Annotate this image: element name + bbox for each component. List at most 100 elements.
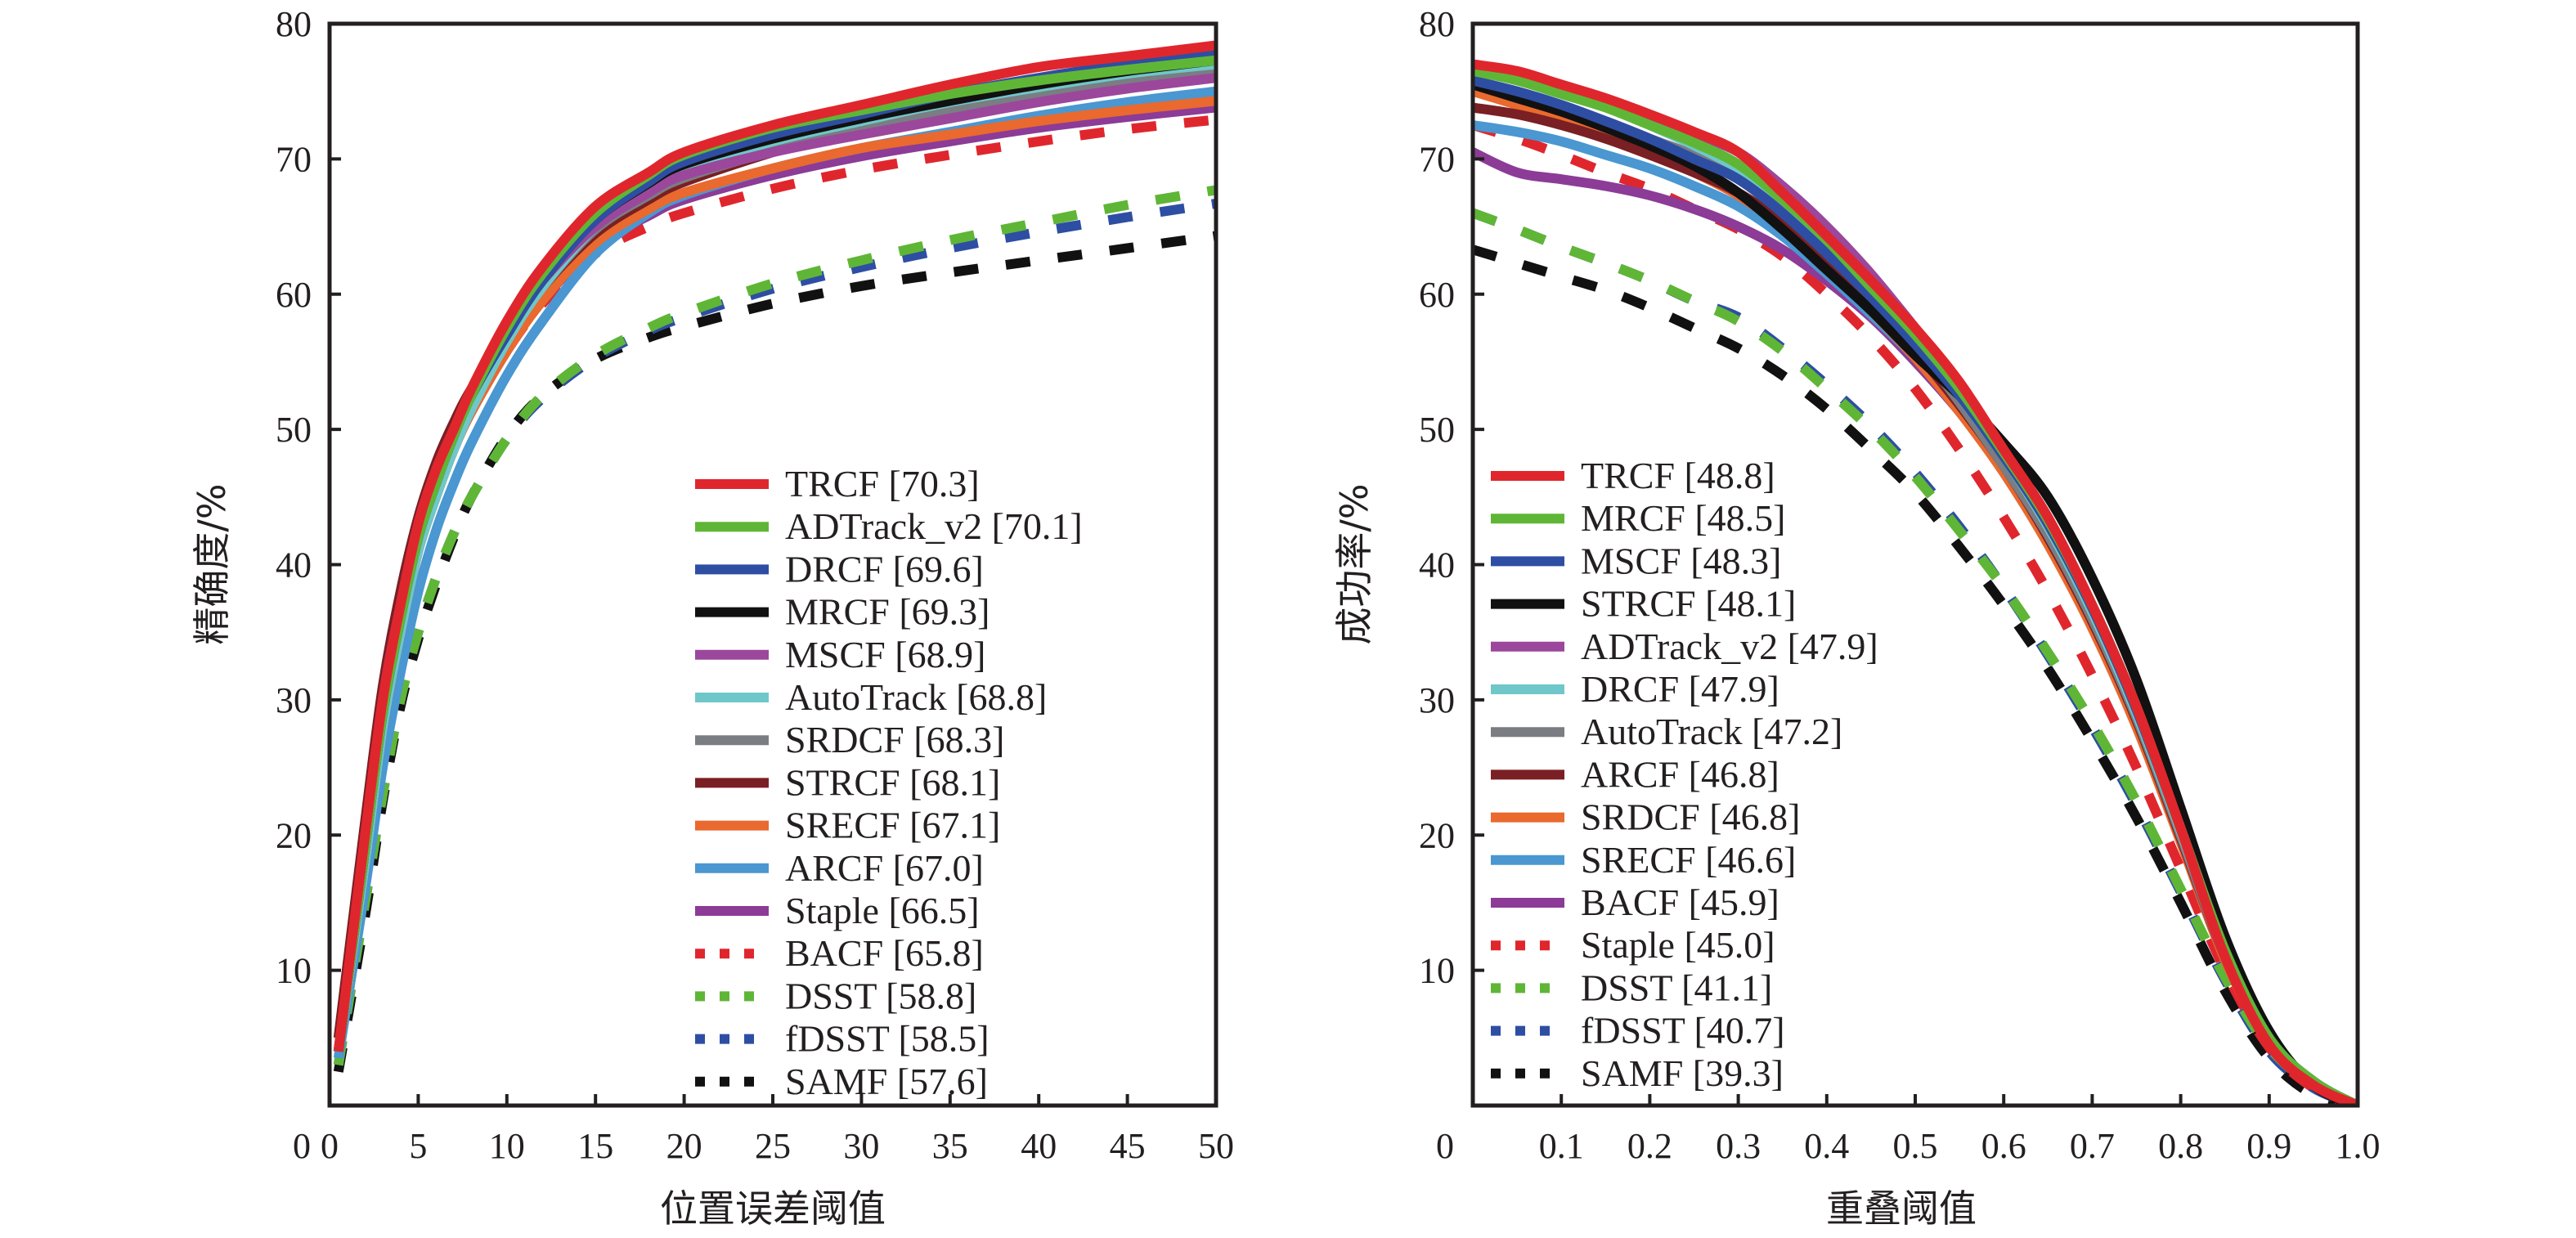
legend-item: TRCF [70.3]	[695, 463, 980, 505]
legend-label: TRCF [70.3]	[785, 463, 980, 505]
legend-item: fDSST [58.5]	[695, 1018, 990, 1060]
legend-label: MSCF [48.3]	[1581, 540, 1781, 581]
legend-item: fDSST [40.7]	[1491, 1010, 1785, 1052]
legend-item: SAMF [57.6]	[695, 1061, 988, 1102]
legend-label: STRCF [68.1]	[785, 761, 1000, 803]
legend-label: MRCF [69.3]	[785, 591, 990, 633]
legend-item: SRECF [67.1]	[695, 805, 1000, 846]
precision-legend: TRCF [70.3]ADTrack_v2 [70.1]DRCF [69.6]M…	[695, 463, 1083, 1102]
precision-x-tick-label: 15	[577, 1126, 613, 1166]
precision-curve-mrcf	[333, 55, 1216, 1052]
legend-label: fDSST [40.7]	[1581, 1010, 1785, 1052]
legend-label: STRCF [48.1]	[1581, 583, 1796, 625]
precision-y-tick-label: 40	[276, 545, 312, 585]
precision-curve-autotrack	[333, 59, 1216, 1052]
legend-item: STRCF [48.1]	[1491, 583, 1796, 625]
success-curve-dsst	[1473, 208, 2358, 1106]
precision-curve-bacf	[333, 114, 1216, 1052]
success-ticks: 0.1 0.2 0.3 0.4 0.5 0.6 0.7 0.8 0.9 1.0 0 10 20 30 40 5…	[1419, 4, 2381, 1166]
legend-item: SAMF [39.3]	[1491, 1052, 1784, 1094]
legend-item: ADTrack_v2 [70.1]	[695, 505, 1083, 547]
legend-label: SRDCF [46.8]	[1581, 796, 1800, 838]
precision-y-tick-label: 80	[276, 4, 312, 44]
success-chart: 0.1 0.2 0.3 0.4 0.5 0.6 0.7 0.8 0.9 1.0 0 10 20 30 40 5…	[1332, 4, 2381, 1231]
legend-item: MRCF [69.3]	[695, 591, 990, 633]
legend-label: SRECF [46.6]	[1581, 839, 1796, 881]
legend-item: MRCF [48.5]	[1491, 497, 1785, 539]
precision-x-tick-label: 10	[489, 1126, 525, 1166]
success-curve-trcf	[1473, 59, 2358, 1106]
success-curves	[1473, 59, 2358, 1106]
legend-label: AutoTrack [47.2]	[1581, 711, 1842, 752]
success-y-tick-label: 20	[1419, 815, 1455, 855]
precision-y-tick-label: 10	[276, 951, 312, 991]
success-x-tick-label: 0.2	[1627, 1126, 1672, 1166]
success-y-tick-label: 80	[1419, 4, 1455, 44]
success-curve-staple	[1473, 120, 2358, 1106]
legend-label: ARCF [46.8]	[1581, 753, 1779, 795]
precision-x-tick-label: 20	[666, 1126, 702, 1166]
legend-label: SRDCF [68.3]	[785, 719, 1004, 760]
precision-ticks: 0 5 10 15 20 25 30 35 40 45 50 0 10 20 30 40 50 60 70 80	[276, 4, 1234, 1166]
legend-item: DSST [58.8]	[695, 975, 976, 1016]
precision-x-tick-label: 45	[1110, 1126, 1146, 1166]
legend-item: SRDCF [68.3]	[695, 719, 1004, 760]
legend-label: DSST [41.1]	[1581, 967, 1772, 1008]
legend-item: AutoTrack [68.8]	[695, 676, 1047, 718]
legend-item: Staple [66.5]	[695, 890, 980, 931]
legend-label: AutoTrack [68.8]	[785, 676, 1047, 718]
success-x-tick-label: 0.6	[1981, 1126, 2026, 1166]
legend-item: SRDCF [46.8]	[1491, 796, 1800, 838]
success-y-tick-label: 50	[1419, 410, 1455, 450]
precision-curve-strcf	[333, 46, 1216, 1039]
legend-label: ADTrack_v2 [47.9]	[1581, 626, 1878, 667]
success-curve-samf	[1473, 244, 2358, 1106]
legend-item: DSST [41.1]	[1491, 967, 1772, 1008]
precision-curve-staple	[333, 102, 1216, 1052]
precision-x-tick-label: 50	[1198, 1126, 1234, 1166]
success-y-tick-label: 10	[1419, 951, 1455, 991]
success-y-tick-label: 60	[1419, 275, 1455, 315]
legend-item: BACF [45.9]	[1491, 881, 1779, 923]
legend-label: DRCF [69.6]	[785, 548, 984, 590]
legend-item: ARCF [67.0]	[695, 847, 984, 889]
legend-label: SAMF [57.6]	[785, 1061, 988, 1102]
precision-curve-mscf	[333, 73, 1216, 1052]
precision-x-tick-label: 5	[409, 1126, 427, 1166]
precision-curves	[333, 40, 1216, 1073]
legend-item: TRCF [48.8]	[1491, 455, 1775, 496]
success-x-tick-label: 0.5	[1893, 1126, 1938, 1166]
legend-item: SRECF [46.6]	[1491, 839, 1796, 881]
legend-item: DRCF [47.9]	[1491, 668, 1779, 710]
precision-curve-samf	[333, 231, 1216, 1073]
precision-curve-srdcf	[333, 65, 1216, 1052]
precision-y-axis-title: 精确度/%	[190, 483, 234, 644]
legend-item: ARCF [46.8]	[1491, 753, 1779, 795]
legend-label: Staple [66.5]	[785, 890, 980, 931]
legend-item: STRCF [68.1]	[695, 761, 1000, 803]
precision-curve-drcf	[333, 48, 1216, 1052]
success-x-tick-label: 0.9	[2246, 1126, 2291, 1166]
precision-curve-arcf	[333, 86, 1216, 1060]
legend-label: MRCF [48.5]	[1581, 497, 1785, 539]
precision-x-tick-label: 35	[932, 1126, 968, 1166]
success-x-tick-label: 1.0	[2336, 1126, 2381, 1166]
legend-label: fDSST [58.5]	[785, 1018, 990, 1060]
precision-curve-trcf	[333, 40, 1216, 1052]
precision-x-tick-label: 25	[755, 1126, 791, 1166]
precision-curve-dsst	[333, 185, 1216, 1066]
precision-y-tick-label: 60	[276, 275, 312, 315]
legend-label: Staple [45.0]	[1581, 924, 1775, 966]
success-y-tick-label: 40	[1419, 545, 1455, 585]
legend-label: BACF [45.9]	[1581, 881, 1779, 923]
success-y-axis-title: 成功率/%	[1332, 483, 1376, 644]
success-x-tick-label: 0.3	[1716, 1126, 1761, 1166]
precision-curve-fdsst	[333, 198, 1216, 1066]
precision-x-tick-label: 0	[321, 1126, 339, 1166]
precision-x-axis-title: 位置误差阈值	[660, 1186, 886, 1231]
legend-label: BACF [65.8]	[785, 932, 984, 974]
success-x-tick-label: 0.7	[2070, 1126, 2115, 1166]
success-x-tick-label: 0.4	[1804, 1126, 1849, 1166]
precision-origin-label: 0	[293, 1126, 311, 1166]
